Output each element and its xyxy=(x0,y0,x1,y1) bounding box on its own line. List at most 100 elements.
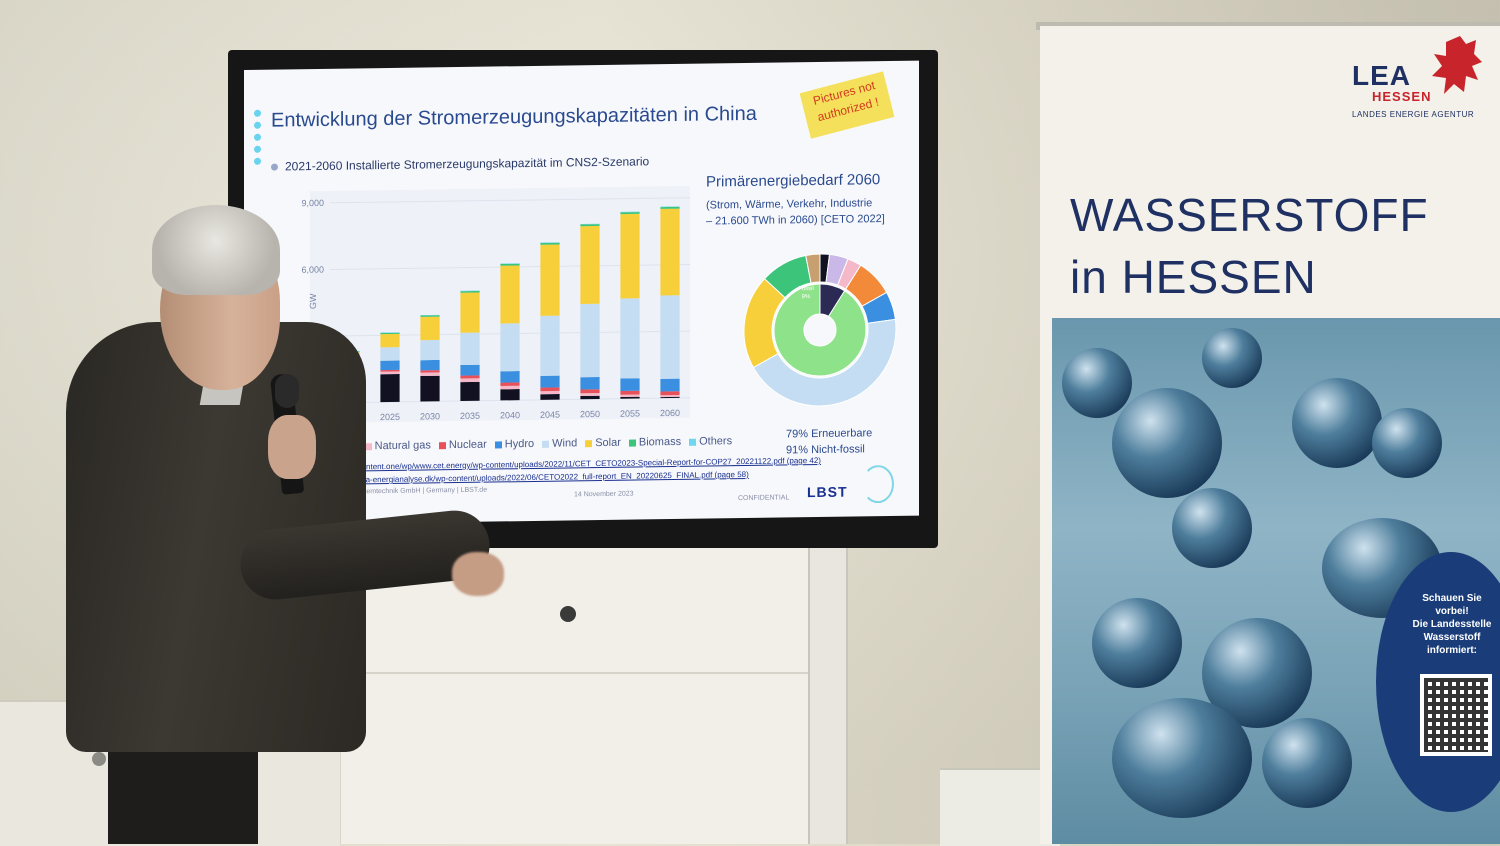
bar-segment xyxy=(580,223,600,225)
bar-segment xyxy=(500,263,520,266)
source-links: https://usercontent.one/wp/www.cet.energ… xyxy=(318,454,821,487)
x-tick-label: 2025 xyxy=(380,412,400,422)
legend-swatch xyxy=(542,440,550,448)
bar-segment xyxy=(460,375,480,379)
bar-segment xyxy=(540,244,560,316)
bar-segment xyxy=(420,315,440,317)
qr-pattern xyxy=(1424,678,1488,752)
bar-segment xyxy=(580,224,600,227)
hessen-lion-icon xyxy=(1432,36,1482,94)
x-tick-label: 2060 xyxy=(660,408,680,418)
bar-segment xyxy=(660,295,680,379)
legend-label: Nuclear xyxy=(448,438,487,452)
bar-segment xyxy=(660,206,680,209)
donut-inner-value: 9% xyxy=(802,294,811,300)
legend-label: Others xyxy=(699,435,733,448)
legend-label: Natural gas xyxy=(374,439,431,453)
qr-code[interactable] xyxy=(1420,674,1492,756)
bar-segment xyxy=(660,206,680,208)
legend-swatch xyxy=(628,439,636,447)
x-tick-label: 2050 xyxy=(580,409,600,419)
promo-line-3: Die Landesstelle xyxy=(1412,619,1492,630)
donut-inner-slice xyxy=(773,283,867,377)
lea-logo: LEA xyxy=(1352,60,1411,91)
bar-segment xyxy=(660,396,680,399)
bar-segment xyxy=(460,364,480,376)
lbst-logo-mark-icon xyxy=(862,464,894,504)
lea-logo-hessen: HESSEN xyxy=(1372,89,1432,104)
speaker-pointing-hand xyxy=(452,552,504,596)
legend-item: Nuclear xyxy=(438,438,487,452)
legend-swatch xyxy=(689,438,697,446)
bar-segment xyxy=(500,265,520,324)
bar-segment xyxy=(460,290,480,293)
bar-segment xyxy=(580,225,600,304)
molecule-blob xyxy=(1062,348,1132,418)
gridline xyxy=(330,197,690,204)
legend-item: Others xyxy=(689,435,732,448)
bar-segment xyxy=(620,298,640,379)
primary-sub-line-2: – 21.600 TWh in 2060) [CETO 2022] xyxy=(706,213,885,228)
legend-label: Biomass xyxy=(638,435,682,449)
bar-segment xyxy=(540,315,560,376)
bar-segment xyxy=(380,332,400,333)
bar-segment xyxy=(620,390,640,395)
bar-segment xyxy=(460,332,480,365)
bar-segment xyxy=(500,323,520,372)
bar-segment xyxy=(580,389,600,394)
bar-segment xyxy=(540,375,560,388)
legend-item: Natural gas xyxy=(364,439,431,453)
x-tick-label: 2055 xyxy=(620,408,640,418)
bar-segment xyxy=(660,378,680,392)
y-tick-label: 9,000 xyxy=(301,198,324,208)
bar-segment xyxy=(380,347,400,361)
bar-segment xyxy=(660,208,680,296)
donut-outer-slice xyxy=(752,318,897,407)
bar-segment xyxy=(620,212,640,215)
legend-item: Biomass xyxy=(628,435,682,449)
donut-inner-label: Fossil xyxy=(798,286,814,292)
speaker-hand xyxy=(268,415,316,479)
bar-segment xyxy=(620,394,640,397)
molecule-blob xyxy=(1292,378,1382,468)
molecule-blob xyxy=(1112,388,1222,498)
primary-energy-title: Primärenergiebedarf 2060 xyxy=(706,171,881,191)
bar-segment xyxy=(420,316,440,341)
legend-label: Wind xyxy=(552,437,578,450)
bar-segment xyxy=(540,242,560,243)
bar-segment xyxy=(500,263,520,264)
bar-segment xyxy=(420,370,440,373)
chart-legend: CoalNatural gasNuclearHydroWindSolarBiom… xyxy=(324,435,732,453)
legend-swatch xyxy=(438,441,446,449)
promo-line-1: Schauen Sie xyxy=(1422,593,1482,604)
x-tick-label: 2045 xyxy=(540,410,560,420)
legend-item: Hydro xyxy=(494,438,534,451)
legend-item: Solar xyxy=(585,437,621,449)
bar-segment xyxy=(500,385,520,390)
promo-line-5: informiert: xyxy=(1427,645,1477,656)
bar-segment xyxy=(620,213,640,299)
x-tick-label: 2040 xyxy=(500,410,520,420)
y-axis-label: GW xyxy=(308,293,318,309)
bar-segment xyxy=(380,369,400,372)
monitor-pole xyxy=(808,545,848,844)
bar-segment xyxy=(380,374,400,403)
legend-swatch xyxy=(585,439,593,447)
bar-segment xyxy=(500,389,520,401)
bar-segment xyxy=(460,381,480,401)
shelf-knob xyxy=(92,752,106,766)
bar-segment xyxy=(420,375,440,402)
lbst-logo: LBST xyxy=(807,483,848,501)
bar-segment xyxy=(660,391,680,396)
bar-segment xyxy=(620,378,640,391)
monitor-stand-cabinet xyxy=(340,545,811,844)
bar-segment xyxy=(380,333,400,348)
bar-segment xyxy=(500,371,520,383)
primary-energy-donut: Fossil 9% xyxy=(743,253,897,407)
bar-segment xyxy=(420,372,440,376)
x-tick-label: 2030 xyxy=(420,411,440,421)
banner-headline-1: WASSERSTOFF xyxy=(1070,189,1429,241)
y-tick-label: 6,000 xyxy=(301,265,324,275)
bar-segment xyxy=(380,371,400,375)
bar-segment xyxy=(540,394,560,400)
